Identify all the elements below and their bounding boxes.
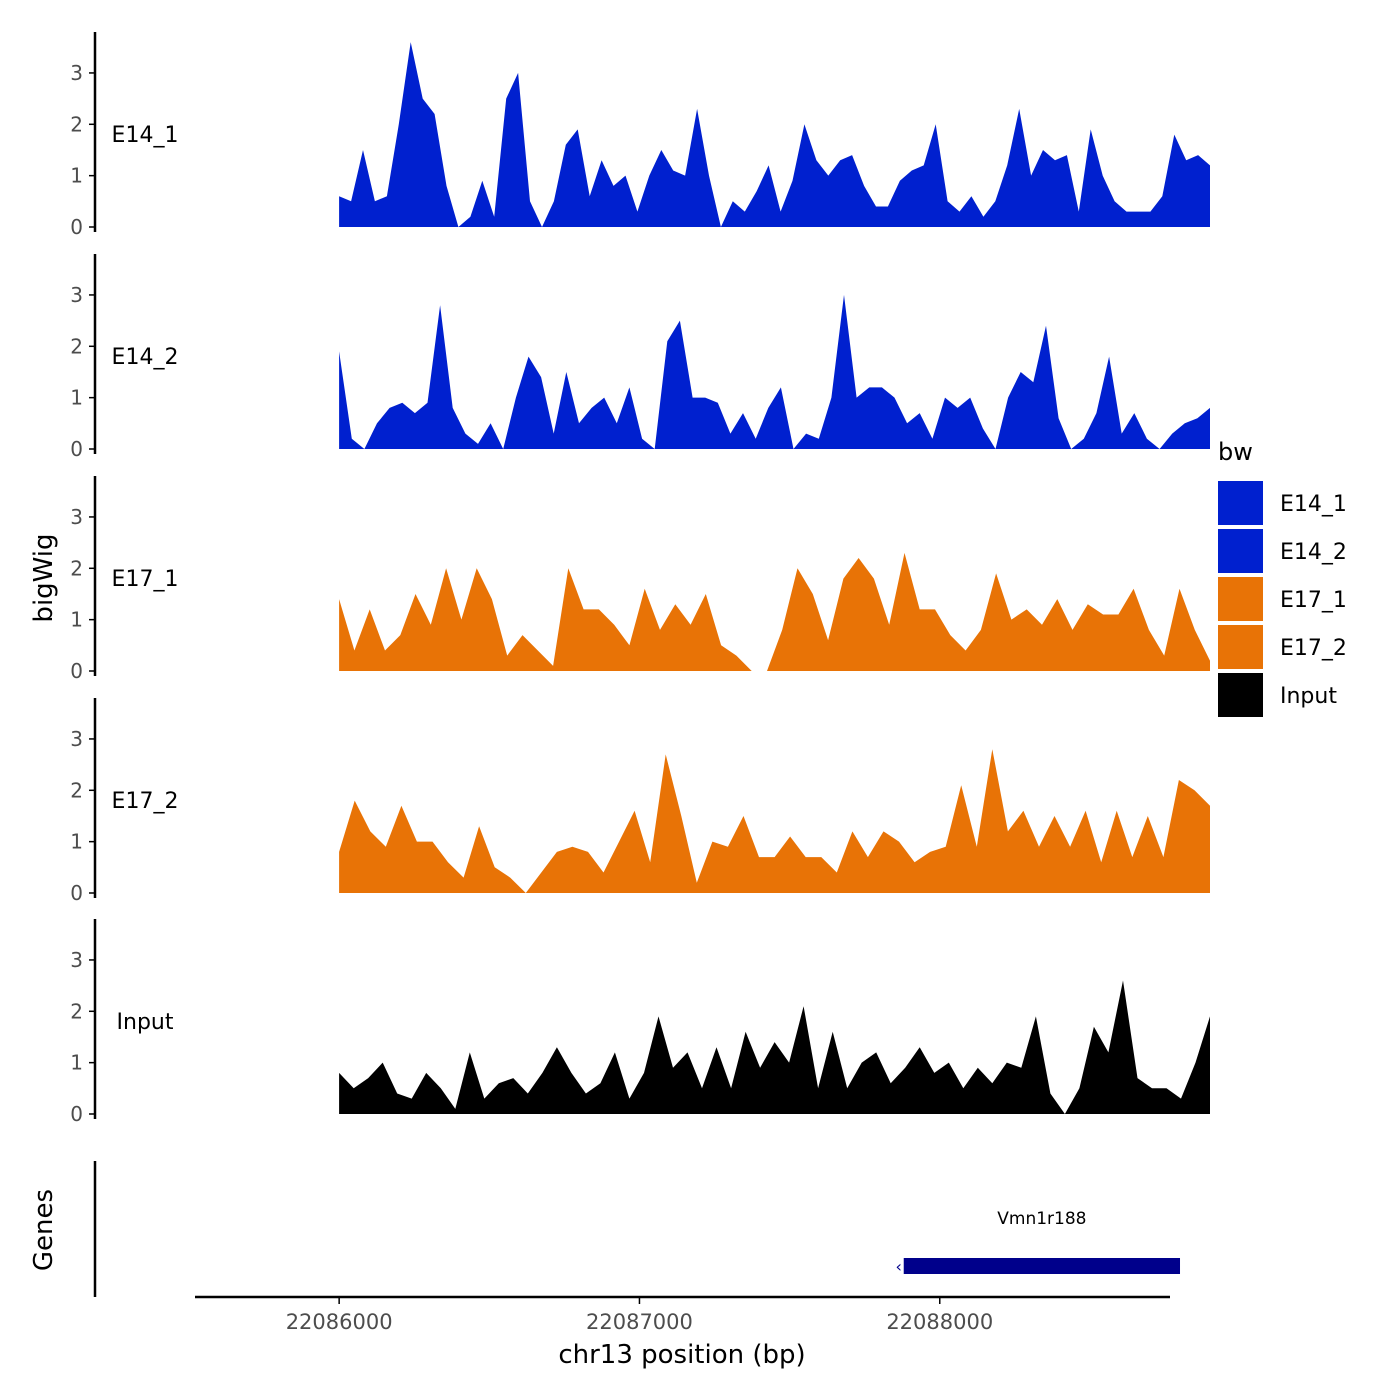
y-tick-label: 3 (70, 283, 83, 307)
y-tick-label: 1 (70, 386, 83, 410)
area-E14_2 (339, 294, 1211, 449)
legend-swatch (1218, 529, 1263, 573)
gene-track: ‹ Vmn1r188 (93, 1161, 1181, 1297)
track-E14_2: 0 1 2 3 E14_2 (70, 254, 1211, 461)
y-tick-label: 3 (70, 505, 83, 529)
legend-swatch (1218, 577, 1263, 621)
legend-label: E14_1 (1280, 492, 1347, 517)
y-tick-label: 1 (70, 164, 83, 188)
legend-label: Input (1280, 684, 1337, 709)
legend: bw E14_1 E14_2 E17_1 E17_2 Input (1218, 438, 1347, 717)
y-tick-label: 3 (70, 61, 83, 85)
y-tick-label: 2 (70, 334, 83, 358)
track-label: E17_1 (112, 567, 179, 592)
y-tick-label: 3 (70, 727, 83, 751)
area-E17_1 (339, 552, 1211, 671)
area-E14_1 (339, 42, 1211, 227)
track-label: E14_1 (112, 123, 179, 148)
track-E17_1: 0 1 2 3 E17_1 (70, 476, 1211, 683)
gene-body (903, 1258, 1181, 1274)
y-tick-label: 0 (70, 881, 83, 905)
y-tick-label: 2 (70, 999, 83, 1023)
y-tick-label: 2 (70, 112, 83, 136)
legend-label: E17_2 (1280, 636, 1347, 661)
area-E17_2 (339, 749, 1211, 893)
y-axis-title: bigWig (29, 533, 59, 622)
x-tick-label: 22087000 (586, 1310, 693, 1334)
y-tick-label: 0 (70, 215, 83, 239)
y-tick-label: 2 (70, 556, 83, 580)
x-tick-label: 22086000 (286, 1310, 393, 1334)
track-label: E14_2 (112, 345, 179, 370)
strand-arrow-icon: ‹ (896, 1257, 902, 1276)
gene-label: Vmn1r188 (997, 1209, 1086, 1229)
track-label: E17_2 (112, 789, 179, 814)
legend-title: bw (1218, 438, 1253, 466)
y-tick-label: 1 (70, 608, 83, 632)
area-Input (339, 980, 1211, 1114)
track-panels: 0 1 2 3 E14_1 0 1 2 3 E14_2 0 1 2 3 E17_1 0 1 2 3 E17_2 0 1 2 3… (70, 32, 1211, 1126)
x-axis: 22086000 22087000 22088000 (195, 1295, 1170, 1334)
y-tick-label: 0 (70, 437, 83, 461)
gene-track-title: Genes (29, 1189, 59, 1271)
legend-label: E17_1 (1280, 588, 1347, 613)
legend-swatch (1218, 481, 1263, 525)
x-tick-label: 22088000 (886, 1310, 993, 1334)
y-tick-label: 1 (70, 1051, 83, 1075)
legend-swatch (1218, 625, 1263, 669)
y-tick-label: 0 (70, 659, 83, 683)
y-tick-label: 3 (70, 948, 83, 972)
legend-label: E14_2 (1280, 540, 1347, 565)
y-tick-label: 2 (70, 778, 83, 802)
legend-swatch (1218, 673, 1263, 717)
x-axis-title: chr13 position (bp) (558, 1340, 805, 1370)
y-tick-label: 0 (70, 1102, 83, 1126)
y-tick-label: 1 (70, 830, 83, 854)
track-label: Input (117, 1010, 174, 1035)
track-E17_2: 0 1 2 3 E17_2 (70, 698, 1211, 905)
track-E14_1: 0 1 2 3 E14_1 (70, 32, 1211, 239)
track-Input: 0 1 2 3 Input (70, 919, 1211, 1126)
